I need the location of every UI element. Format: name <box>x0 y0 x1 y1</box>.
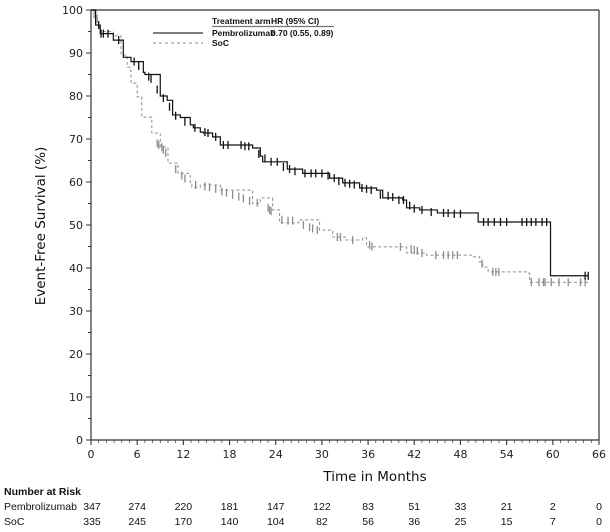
risk-cell-soc: 140 <box>220 516 239 528</box>
risk-cell-pembrolizumab: 122 <box>313 501 331 513</box>
plot-frame <box>91 9 600 440</box>
x-tick-label: 60 <box>546 448 560 461</box>
curve-pembrolizumab <box>91 9 589 277</box>
risk-row-label-soc: SoC <box>4 516 25 528</box>
risk-cell-pembrolizumab: 220 <box>174 501 193 513</box>
series-pembrolizumab <box>91 9 589 280</box>
risk-cell-pembrolizumab: 33 <box>454 501 467 513</box>
risk-cell-pembrolizumab: 51 <box>408 501 421 513</box>
x-tick-label: 30 <box>315 448 329 461</box>
risk-cell-soc: 104 <box>266 516 285 528</box>
risk-cell-soc: 0 <box>596 516 602 528</box>
risk-cell-pembrolizumab: 0 <box>596 501 602 513</box>
y-tick-label: 70 <box>69 133 83 146</box>
legend-header-hr: HR (95% CI) <box>271 16 319 26</box>
survival-curves <box>91 9 589 287</box>
x-tick-label: 12 <box>176 448 190 461</box>
y-axis-title: Event-Free Survival (%) <box>33 147 49 306</box>
y-tick-label: 50 <box>69 219 83 232</box>
risk-cell-pembrolizumab: 21 <box>500 501 513 513</box>
x-axis-title: Time in Months <box>322 469 426 485</box>
risk-cell-soc: 15 <box>500 516 513 528</box>
x-tick-label: 48 <box>453 448 467 461</box>
y-tick-label: 10 <box>69 391 83 404</box>
y-tick-label: 0 <box>76 434 83 447</box>
curve-soc <box>91 9 589 283</box>
y-axis: 0 10 20 30 40 50 60 70 80 90 100 <box>62 4 92 447</box>
series-soc <box>91 9 589 287</box>
risk-cell-pembrolizumab: 83 <box>362 501 374 513</box>
legend-hr-pembrolizumab: 0.70 (0.55, 0.89) <box>271 28 334 38</box>
risk-table-title: Number at Risk <box>4 486 82 498</box>
risk-cell-soc: 25 <box>454 516 467 528</box>
risk-cell-pembrolizumab: 347 <box>83 501 101 513</box>
x-axis: 0 6 12 18 24 30 36 42 48 54 60 66 <box>88 439 606 461</box>
y-tick-label: 30 <box>69 305 83 318</box>
y-tick-label: 90 <box>69 47 83 60</box>
y-tick-label: 80 <box>69 90 83 103</box>
x-tick-label: 66 <box>592 448 606 461</box>
legend-header-arm: Treatment arm <box>212 16 271 26</box>
legend: Treatment arm HR (95% CI) Pembrolizumab … <box>153 16 334 48</box>
risk-cell-soc: 170 <box>174 516 193 528</box>
x-tick-label: 36 <box>361 448 375 461</box>
risk-cell-pembrolizumab: 181 <box>220 501 239 513</box>
x-tick-label: 18 <box>223 448 237 461</box>
risk-cell-pembrolizumab: 274 <box>128 501 146 513</box>
risk-cell-soc: 335 <box>83 516 101 528</box>
legend-label-soc: SoC <box>212 38 229 48</box>
legend-label-pembrolizumab: Pembrolizumab <box>212 28 275 38</box>
risk-row-label-pembrolizumab: Pembrolizumab <box>4 501 77 513</box>
risk-cell-pembrolizumab: 147 <box>266 501 285 513</box>
risk-cell-pembrolizumab: 2 <box>549 501 556 513</box>
y-tick-label: 100 <box>62 4 83 17</box>
x-tick-label: 0 <box>88 448 95 461</box>
risk-cell-soc: 36 <box>408 516 421 528</box>
y-tick-label: 20 <box>69 348 83 361</box>
x-tick-label: 6 <box>134 448 141 461</box>
risk-cell-soc: 245 <box>128 516 146 528</box>
risk-cell-soc: 82 <box>316 516 328 528</box>
x-tick-label: 42 <box>407 448 421 461</box>
x-tick-label: 54 <box>500 448 514 461</box>
risk-cell-soc: 56 <box>362 516 374 528</box>
y-tick-label: 60 <box>69 176 83 189</box>
risk-cell-soc: 7 <box>549 516 556 528</box>
x-tick-label: 24 <box>269 448 283 461</box>
y-tick-label: 40 <box>69 262 83 275</box>
